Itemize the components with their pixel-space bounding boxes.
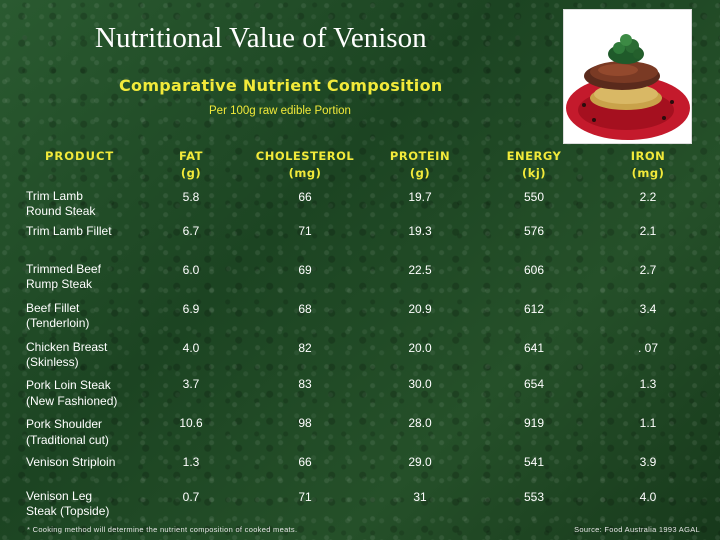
protein-value: 30.0 <box>408 377 432 391</box>
product-name: Trimmed Beef Rump Steak <box>26 262 101 291</box>
energy-value: 612 <box>523 302 545 316</box>
energy-value: 641 <box>523 341 545 355</box>
fat-value: 10.6 <box>179 416 203 430</box>
fat-value: 6.0 <box>182 263 200 277</box>
protein-value: 28.0 <box>408 416 432 430</box>
product-name: Beef Fillet (Tenderloin) <box>26 301 90 330</box>
energy-value: 919 <box>523 416 545 430</box>
cholesterol-value: 83 <box>298 377 312 391</box>
energy-value: 576 <box>523 224 545 238</box>
fat-value: 3.7 <box>182 377 200 391</box>
product-column-header: PRODUCT <box>45 149 115 163</box>
source-citation: Source: Food Australia 1993 AGAL <box>574 525 700 534</box>
page-title: Nutritional Value of Venison <box>95 22 427 54</box>
column-header-iron: IRON (mg) <box>630 149 666 180</box>
energy-value: 606 <box>523 263 545 277</box>
iron-value: 2.2 <box>639 190 657 204</box>
cholesterol-value: 66 <box>298 455 312 469</box>
protein-value: 20.9 <box>408 302 432 316</box>
fat-value: 0.7 <box>182 490 200 504</box>
iron-value: . 07 <box>637 341 659 355</box>
energy-value: 541 <box>523 455 545 469</box>
product-name: Pork Shoulder (Traditional cut) <box>26 417 109 447</box>
iron-value: 1.1 <box>639 416 657 430</box>
protein-value: 19.3 <box>408 224 432 238</box>
page-subtitle: Comparative Nutrient Composition <box>119 76 443 95</box>
iron-value: 3.4 <box>639 302 657 316</box>
column-header-fat: FAT (g) <box>179 149 203 180</box>
cholesterol-value: 82 <box>298 341 312 355</box>
cholesterol-value: 98 <box>298 416 312 430</box>
protein-value: 19.7 <box>408 190 432 204</box>
column-header-protein: PROTEIN (g) <box>389 149 451 180</box>
product-name: Trim Lamb Fillet <box>26 224 112 238</box>
energy-value: 550 <box>523 190 545 204</box>
cholesterol-value: 66 <box>298 190 312 204</box>
product-name: Venison Leg Steak (Topside) <box>26 489 110 518</box>
protein-value: 22.5 <box>408 263 432 277</box>
fat-value: 4.0 <box>182 341 200 355</box>
product-name: Pork Loin Steak (New Fashioned) <box>26 378 118 408</box>
iron-value: 2.1 <box>639 224 657 238</box>
footnote: * Cooking method will determine the nutr… <box>27 525 298 534</box>
fat-value: 1.3 <box>182 455 200 469</box>
cholesterol-value: 71 <box>298 224 312 238</box>
cholesterol-value: 71 <box>298 490 312 504</box>
column-header-energy: ENERGY (kj) <box>506 149 562 180</box>
fat-value: 5.8 <box>182 190 200 204</box>
protein-value: 31 <box>413 490 427 504</box>
iron-value: 1.3 <box>639 377 657 391</box>
venison-dish-photo <box>563 9 692 144</box>
protein-value: 29.0 <box>408 455 432 469</box>
fat-value: 6.9 <box>182 302 200 316</box>
product-name: Trim Lamb Round Steak <box>26 189 96 218</box>
column-header-cholesterol: CHOLESTEROL (mg) <box>255 149 355 180</box>
iron-value: 4.0 <box>639 490 657 504</box>
portion-note: Per 100g raw edible Portion <box>209 105 351 117</box>
product-name: Chicken Breast (Skinless) <box>26 340 108 369</box>
cholesterol-value: 69 <box>298 263 312 277</box>
iron-value: 2.7 <box>639 263 657 277</box>
energy-value: 553 <box>523 490 545 504</box>
product-name: Venison Striploin <box>26 455 116 469</box>
cholesterol-value: 68 <box>298 302 312 316</box>
iron-value: 3.9 <box>639 455 657 469</box>
energy-value: 654 <box>523 377 545 391</box>
fat-value: 6.7 <box>182 224 200 238</box>
table-header: PRODUCT FAT (g) CHOLESTEROL (mg) PROTEIN (g… <box>0 148 720 184</box>
protein-value: 20.0 <box>408 341 432 355</box>
